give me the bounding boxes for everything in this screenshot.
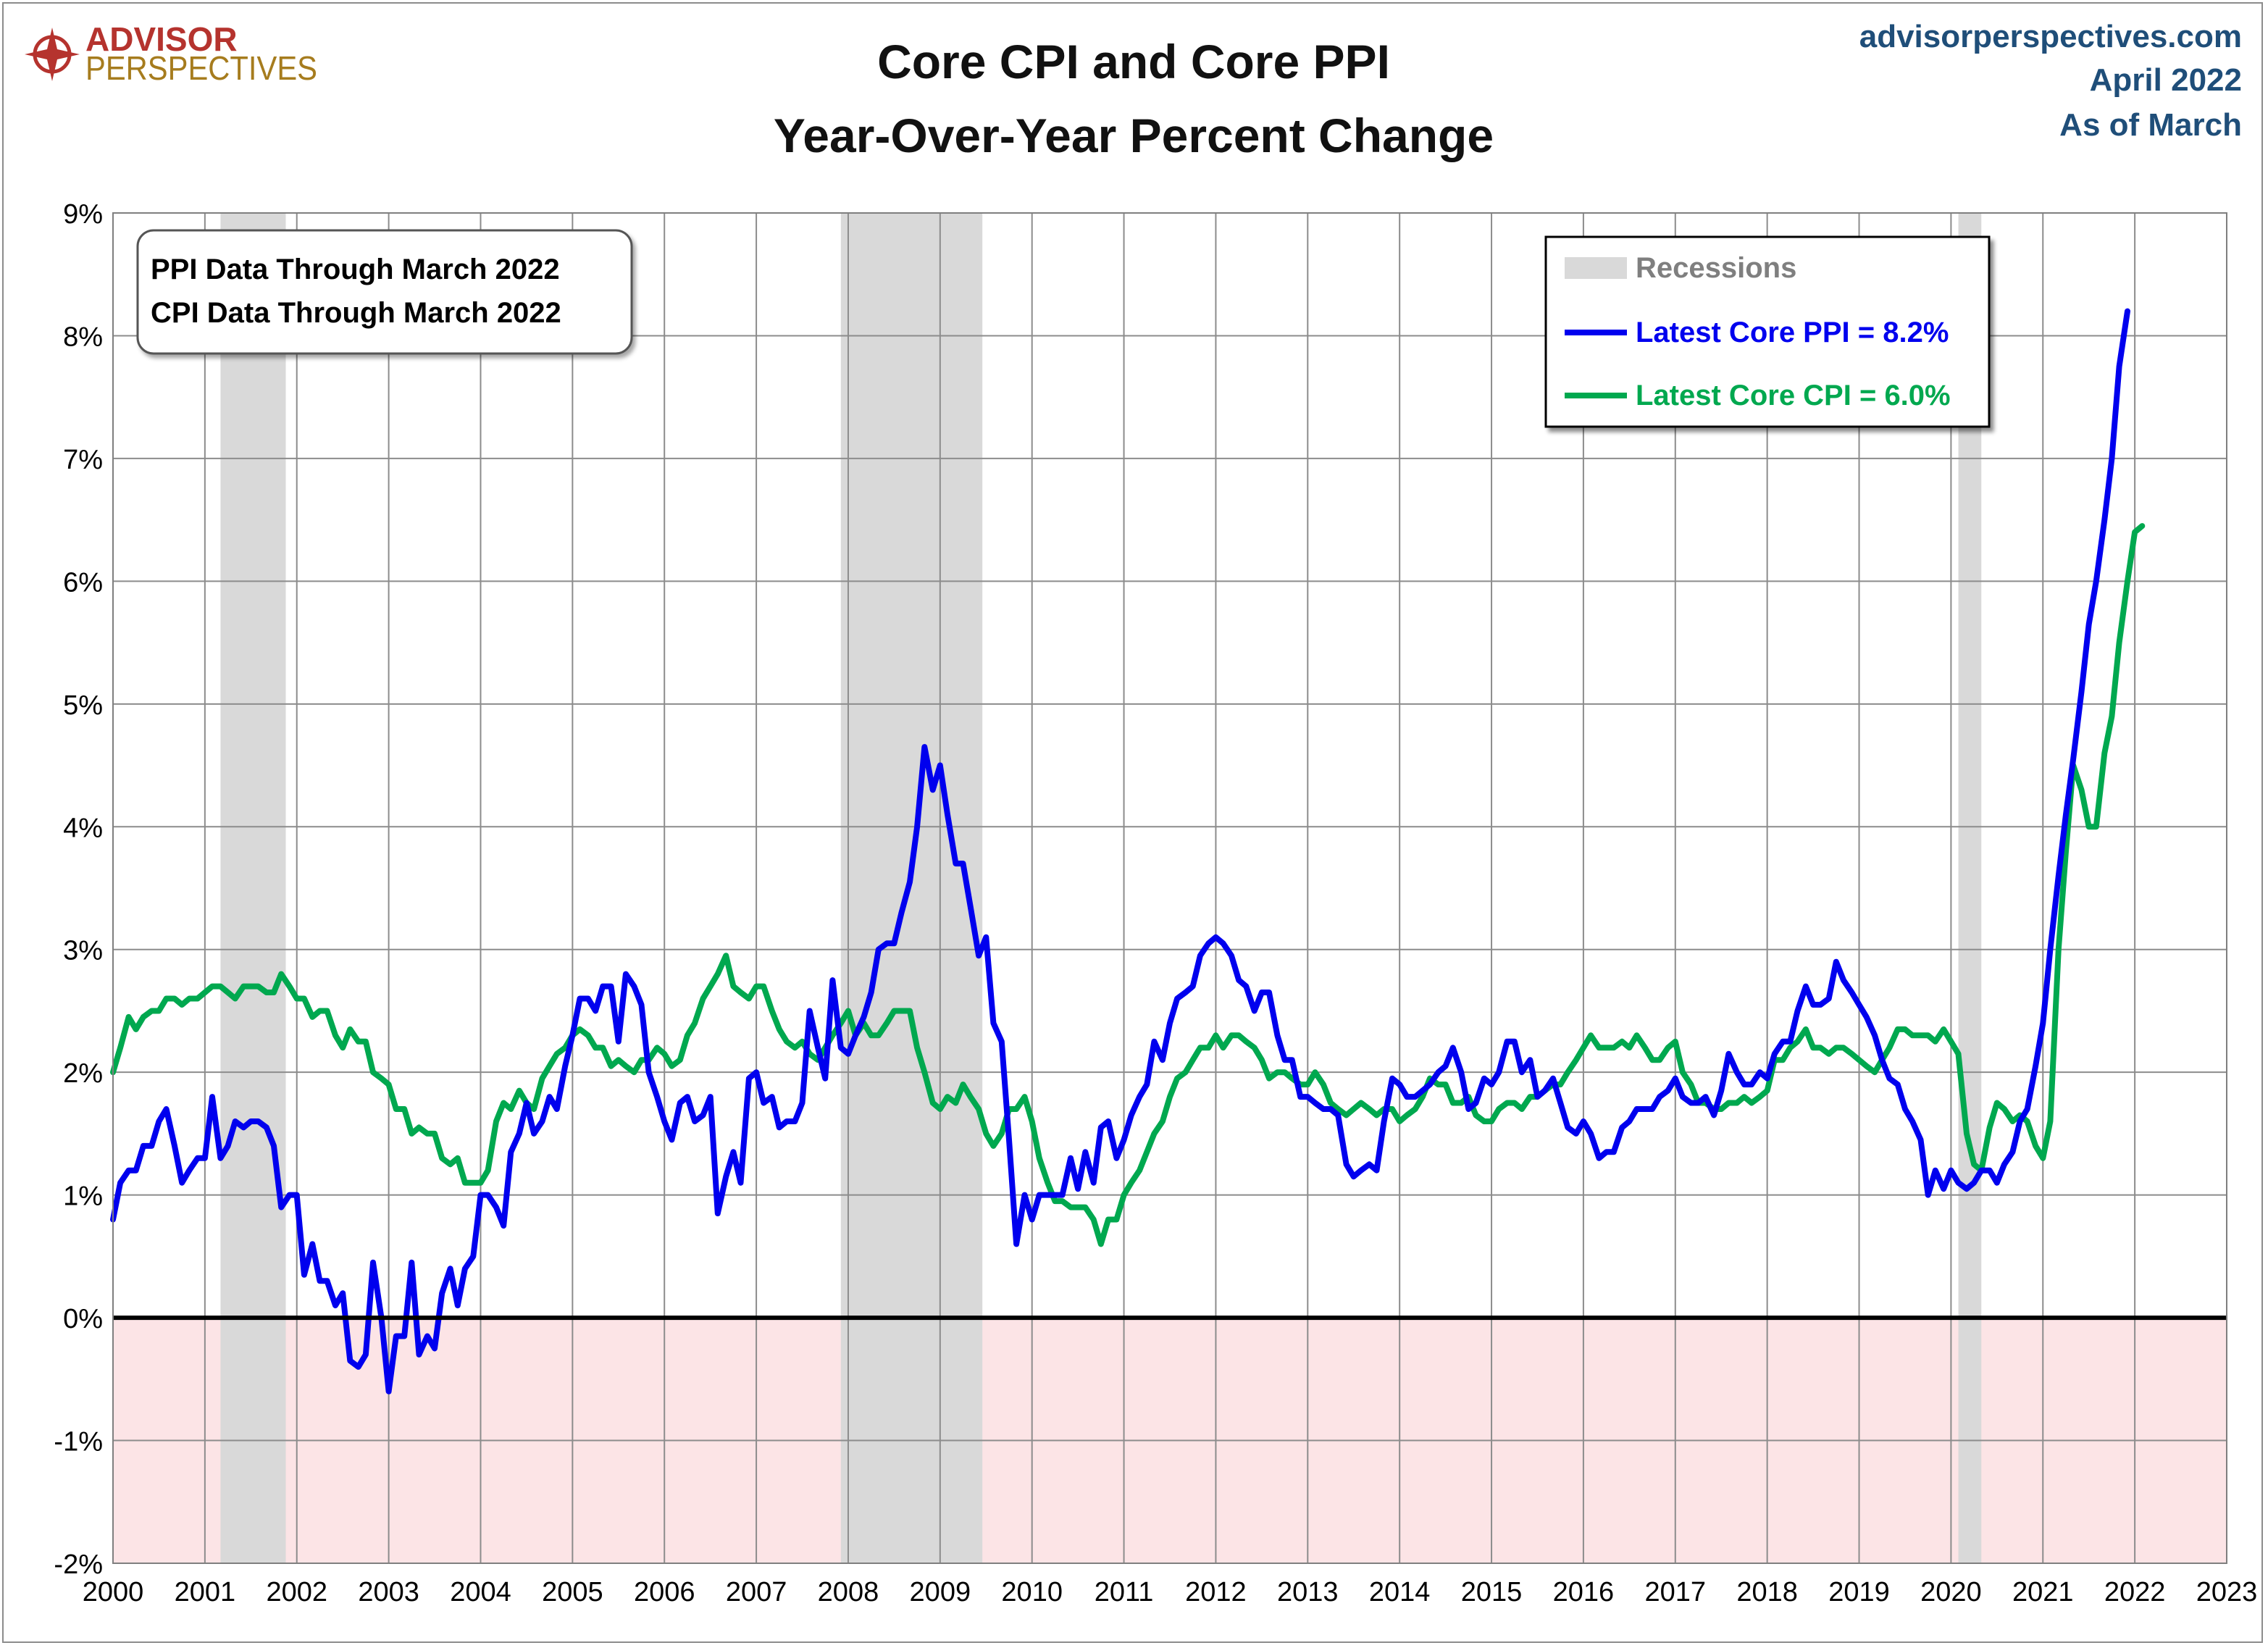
y-tick-label: 5% bbox=[63, 690, 103, 721]
plot-background bbox=[113, 213, 2227, 1563]
x-tick-label: 2000 bbox=[83, 1577, 144, 1607]
y-tick-label: 8% bbox=[63, 322, 103, 352]
legend-ppi-label: Latest Core PPI = 8.2% bbox=[1636, 317, 1949, 348]
x-tick-label: 2008 bbox=[818, 1577, 879, 1607]
x-tick-label: 2002 bbox=[266, 1577, 327, 1607]
legend-cpi-label: Latest Core CPI = 6.0% bbox=[1636, 380, 1951, 411]
y-tick-label: 3% bbox=[63, 936, 103, 966]
y-tick-label: -1% bbox=[54, 1427, 103, 1457]
brand-logo: ADVISOR PERSPECTIVES bbox=[25, 20, 317, 87]
y-tick-label: 1% bbox=[63, 1181, 103, 1212]
x-tick-label: 2020 bbox=[1920, 1577, 1982, 1607]
legend-recession-swatch bbox=[1565, 257, 1627, 279]
y-tick-label: 7% bbox=[63, 445, 103, 475]
x-tick-label: 2010 bbox=[1001, 1577, 1063, 1607]
x-tick-label: 2021 bbox=[2012, 1577, 2074, 1607]
series-line-core-ppi bbox=[110, 308, 2130, 1394]
x-tick-label: 2023 bbox=[2196, 1577, 2258, 1607]
logo-line1: ADVISOR bbox=[85, 20, 238, 58]
y-tick-label: 2% bbox=[63, 1058, 103, 1089]
data-through-box: PPI Data Through March 2022 CPI Data Thr… bbox=[136, 229, 633, 355]
axes: -2% -1% 0% 1% 2% 3% 4% 5% 6% 7% 8% 9% 2000 2001 2002 20… bbox=[54, 199, 2257, 1607]
x-tick-label: 2019 bbox=[1828, 1577, 1890, 1607]
x-tick-label: 2016 bbox=[1553, 1577, 1615, 1607]
compass-star-icon bbox=[25, 28, 80, 81]
legend-recessions-label: Recessions bbox=[1636, 252, 1796, 284]
y-tick-label: 6% bbox=[63, 567, 103, 598]
y-tick-label: 4% bbox=[63, 813, 103, 843]
recession-band bbox=[840, 213, 983, 1563]
plot-border bbox=[112, 212, 2227, 1564]
recession-band bbox=[1958, 213, 1982, 1563]
x-tick-label: 2011 bbox=[1095, 1577, 1154, 1607]
y-tick-label: 0% bbox=[63, 1304, 103, 1334]
series-group bbox=[110, 308, 2146, 1394]
y-tick-label: -2% bbox=[54, 1549, 103, 1580]
x-tick-label: 2001 bbox=[175, 1577, 236, 1607]
x-tick-label: 2006 bbox=[634, 1577, 695, 1607]
chart-title: Core CPI and Core PPI bbox=[877, 35, 1390, 88]
ppi-data-through: PPI Data Through March 2022 bbox=[151, 254, 560, 285]
x-tick-label: 2014 bbox=[1369, 1577, 1431, 1607]
publish-date: April 2022 bbox=[2090, 62, 2242, 98]
cpi-data-through: CPI Data Through March 2022 bbox=[151, 297, 561, 329]
as-of-label: As of March bbox=[2059, 107, 2242, 143]
x-tick-label: 2009 bbox=[910, 1577, 971, 1607]
chart-subtitle: Year-Over-Year Percent Change bbox=[774, 109, 1494, 162]
x-tick-label: 2022 bbox=[2104, 1577, 2166, 1607]
x-tick-label: 2004 bbox=[450, 1577, 511, 1607]
x-tick-label: 2015 bbox=[1461, 1577, 1523, 1607]
recession-band bbox=[220, 213, 286, 1563]
x-tick-label: 2013 bbox=[1277, 1577, 1339, 1607]
x-tick-label: 2018 bbox=[1736, 1577, 1798, 1607]
x-tick-label: 2007 bbox=[726, 1577, 787, 1607]
series-line-core-cpi bbox=[110, 523, 2146, 1247]
x-tick-label: 2017 bbox=[1645, 1577, 1707, 1607]
x-tick-label: 2012 bbox=[1185, 1577, 1247, 1607]
y-tick-label: 9% bbox=[63, 199, 103, 230]
logo-line2: PERSPECTIVES bbox=[85, 49, 317, 87]
site-url: advisorperspectives.com bbox=[1859, 19, 2242, 54]
legend: Recessions Latest Core PPI = 8.2% Latest… bbox=[1544, 235, 1991, 428]
x-tick-label: 2005 bbox=[542, 1577, 603, 1607]
x-tick-label: 2003 bbox=[358, 1577, 419, 1607]
